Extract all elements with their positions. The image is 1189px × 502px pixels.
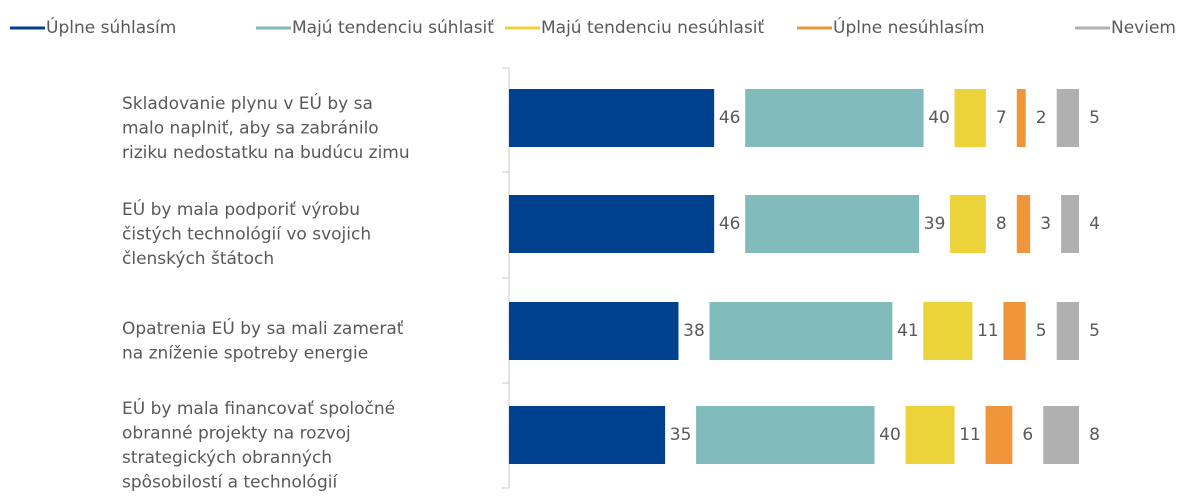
legend-label: Úplne súhlasím — [46, 16, 176, 38]
bar-segment — [1043, 406, 1079, 464]
value-label: 40 — [879, 425, 901, 445]
value-label: 40 — [928, 108, 950, 128]
legend-label: Neviem — [1111, 18, 1176, 38]
bar-segment — [1056, 89, 1079, 147]
category-label: malo naplniť, aby sa zabránilo — [122, 119, 379, 139]
category-label: obranné projekty na rozvoj — [122, 424, 351, 444]
category-label: Skladovanie plynu v EÚ by sa — [122, 92, 373, 114]
bar-segment — [1016, 89, 1026, 147]
value-label: 35 — [670, 425, 692, 445]
value-label: 11 — [977, 321, 999, 341]
axis-ticks — [502, 67, 509, 489]
value-label: 41 — [897, 321, 919, 341]
bar-segment — [696, 406, 875, 464]
category-label: EÚ by mala podporiť výrobu — [122, 198, 360, 220]
value-label: 46 — [719, 108, 741, 128]
bar-segment — [709, 302, 893, 360]
bar-segment — [1056, 302, 1079, 360]
bar-segment — [985, 406, 1013, 464]
value-label: 39 — [924, 214, 946, 234]
legend-label: Majú tendenciu nesúhlasiť — [541, 18, 765, 38]
value-label: 5 — [1089, 108, 1100, 128]
value-label: 8 — [996, 214, 1007, 234]
value-label: 38 — [683, 321, 705, 341]
category-label: Opatrenia EÚ by sa mali zamerať — [122, 317, 404, 339]
value-label: 7 — [996, 108, 1007, 128]
bar-segment — [745, 89, 924, 147]
bar-segment — [509, 406, 666, 464]
legend-label: Majú tendenciu súhlasiť — [292, 18, 494, 38]
category-label: členských štátoch — [122, 249, 274, 269]
bar-segment — [745, 195, 920, 253]
value-label: 5 — [1036, 321, 1047, 341]
category-label: EÚ by mala financovať spoločné — [122, 397, 395, 419]
value-label: 3 — [1040, 214, 1051, 234]
category-label: čistých technológií vo svojich — [122, 225, 371, 245]
legend-label: Úplne nesúhlasím — [833, 16, 985, 38]
bar-segment — [1061, 195, 1079, 253]
category-label: riziku nedostatku na budúcu zimu — [122, 143, 410, 163]
bar-segment — [905, 406, 955, 464]
category-label: na zníženie spotreby energie — [122, 344, 368, 364]
bar-segment — [954, 89, 986, 147]
bar-segment — [509, 302, 679, 360]
value-label: 6 — [1022, 425, 1033, 445]
value-label: 46 — [719, 214, 741, 234]
bar-segment — [923, 302, 973, 360]
category-label: strategických obranných — [122, 448, 332, 468]
category-label: spôsobilostí a technológií — [122, 473, 338, 493]
value-label: 2 — [1036, 108, 1047, 128]
value-label: 11 — [959, 425, 981, 445]
bar-segment — [509, 195, 715, 253]
value-label: 5 — [1089, 321, 1100, 341]
bar-segment — [1003, 302, 1026, 360]
value-label: 4 — [1089, 214, 1100, 234]
bar-segment — [1016, 195, 1031, 253]
bar-segment — [950, 195, 986, 253]
bar-segment — [509, 89, 715, 147]
value-label: 8 — [1089, 425, 1100, 445]
